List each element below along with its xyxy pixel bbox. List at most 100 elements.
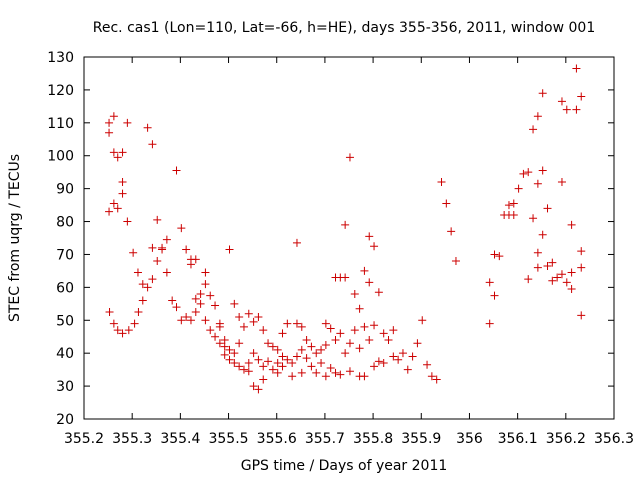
data-point: [235, 312, 244, 321]
data-point: [553, 273, 562, 282]
data-point: [225, 345, 234, 354]
data-point: [105, 207, 114, 216]
data-point: [153, 215, 162, 224]
data-point: [168, 296, 177, 305]
x-tick-label: 356: [456, 431, 483, 447]
data-point: [538, 89, 547, 98]
chart-title: Rec. cas1 (Lon=110, Lat=-66, h=HE), days…: [93, 20, 595, 36]
data-point: [432, 375, 441, 384]
data-point: [113, 204, 122, 213]
data-point: [109, 319, 118, 328]
data-point: [495, 252, 504, 261]
data-point: [230, 349, 239, 358]
data-point: [533, 263, 542, 272]
data-point: [230, 359, 239, 368]
data-point: [398, 349, 407, 358]
data-point: [538, 166, 547, 175]
data-point: [331, 368, 340, 377]
data-point: [143, 283, 152, 292]
data-point: [162, 235, 171, 244]
data-point: [336, 370, 345, 379]
data-point: [172, 303, 181, 312]
y-tick-label: 130: [47, 50, 74, 66]
data-point: [365, 278, 374, 287]
data-point: [509, 210, 518, 219]
data-point: [312, 368, 321, 377]
data-point: [138, 280, 147, 289]
data-point: [567, 220, 576, 229]
data-point: [292, 352, 301, 361]
data-point: [249, 349, 258, 358]
data-point: [148, 243, 157, 252]
data-point: [273, 368, 282, 377]
data-point: [326, 324, 335, 333]
data-point: [278, 329, 287, 338]
data-point: [292, 319, 301, 328]
data-point: [341, 349, 350, 358]
data-point: [211, 332, 220, 341]
data-point: [341, 273, 350, 282]
data-point: [504, 201, 513, 210]
data-point: [345, 153, 354, 162]
data-point: [485, 319, 494, 328]
data-point: [118, 178, 127, 187]
data-point: [191, 294, 200, 303]
data-point: [259, 326, 268, 335]
plot-frame: [83, 56, 615, 420]
data-point: [249, 382, 258, 391]
data-point: [557, 270, 566, 279]
data-point: [201, 268, 210, 277]
data-point: [557, 178, 566, 187]
data-point: [389, 352, 398, 361]
data-point: [557, 97, 566, 106]
data-point: [360, 372, 369, 381]
y-axis-title: STEC from uqrg / TECUs: [7, 154, 23, 322]
data-point: [360, 322, 369, 331]
data-point: [123, 217, 132, 226]
data-point: [350, 326, 359, 335]
data-point: [418, 316, 427, 325]
data-points: [105, 64, 586, 394]
data-point: [307, 342, 316, 351]
data-point: [485, 278, 494, 287]
data-point: [259, 362, 268, 371]
data-point: [239, 322, 248, 331]
data-point: [244, 367, 253, 376]
data-point: [374, 288, 383, 297]
x-tick-label: 355.4: [160, 431, 200, 447]
data-point: [370, 242, 379, 251]
data-point: [548, 258, 557, 267]
data-point: [191, 255, 200, 264]
data-point: [109, 112, 118, 121]
data-point: [273, 345, 282, 354]
data-point: [206, 291, 215, 300]
data-point: [259, 375, 268, 384]
x-tick-label: 355.3: [112, 431, 152, 447]
data-point: [105, 128, 114, 137]
data-point: [437, 178, 446, 187]
data-point: [244, 309, 253, 318]
data-point: [278, 352, 287, 361]
data-point: [138, 296, 147, 305]
data-point: [230, 299, 239, 308]
data-point: [524, 275, 533, 284]
y-tick-label: 110: [47, 116, 74, 132]
data-point: [148, 140, 157, 149]
data-point: [118, 148, 127, 157]
data-point: [105, 308, 114, 317]
data-point: [331, 336, 340, 345]
data-point: [254, 355, 263, 364]
data-point: [519, 169, 528, 178]
data-point: [109, 148, 118, 157]
x-tick-label: 355.8: [353, 431, 393, 447]
data-point: [312, 349, 321, 358]
data-point: [283, 319, 292, 328]
data-point: [562, 278, 571, 287]
data-point: [201, 280, 210, 289]
data-point: [273, 359, 282, 368]
data-point: [345, 339, 354, 348]
data-point: [379, 329, 388, 338]
data-point: [191, 308, 200, 317]
data-point: [317, 345, 326, 354]
data-point: [288, 372, 297, 381]
